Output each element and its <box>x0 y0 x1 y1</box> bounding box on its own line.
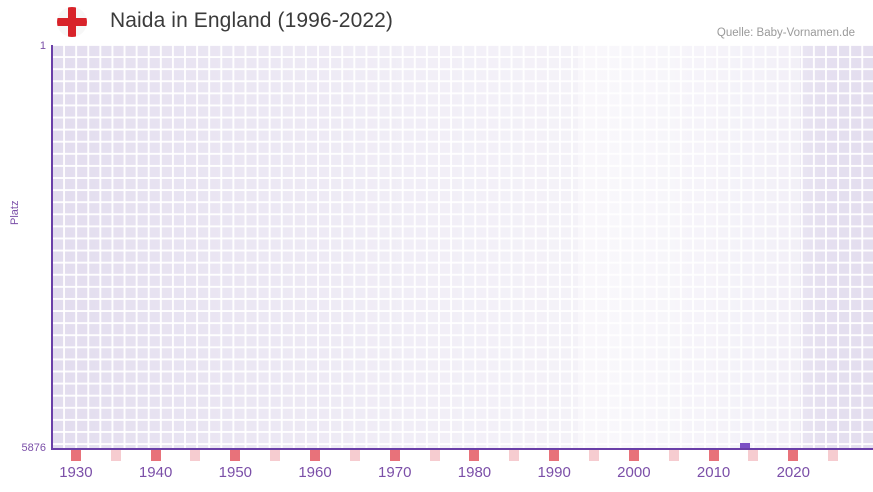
x-axis-tick-label: 1970 <box>378 464 412 481</box>
y-axis-line <box>51 45 53 450</box>
x-axis-tick-minor <box>748 450 759 461</box>
x-axis-tick-minor <box>509 450 520 461</box>
x-axis-tick-label: 1980 <box>457 464 492 481</box>
x-axis-tick-major <box>628 450 639 461</box>
x-axis-tick-major <box>708 450 719 461</box>
x-axis-tick-minor <box>190 450 201 461</box>
x-axis-tick-label: 1940 <box>138 464 173 481</box>
x-axis-tick-label: 1950 <box>218 464 253 481</box>
england-flag-icon <box>57 7 87 37</box>
x-axis-tick-label: 2000 <box>617 464 651 481</box>
y-axis-title: Platz <box>9 200 21 225</box>
x-axis-tick-minor <box>270 450 281 461</box>
y-axis-min-label: 5876 <box>21 442 46 454</box>
x-axis-tick-label: 1930 <box>59 464 93 481</box>
x-axis-tick-label: 2020 <box>776 464 810 481</box>
x-axis-tick-label: 2010 <box>696 464 731 481</box>
source-attribution: Quelle: Baby-Vornamen.de <box>716 27 855 39</box>
data-bar[interactable] <box>740 443 751 449</box>
x-axis-tick-major <box>469 450 480 461</box>
x-axis-tick-major <box>230 450 241 461</box>
x-axis-tick-label: 1990 <box>537 464 571 481</box>
x-axis-tick-major <box>788 450 799 461</box>
x-axis-tick-minor <box>828 450 839 461</box>
x-axis-tick-minor <box>349 450 360 461</box>
x-axis-tick-minor <box>668 450 679 461</box>
x-axis-tick-minor <box>429 450 440 461</box>
grid-pattern <box>52 45 873 449</box>
x-axis-tick-minor <box>589 450 600 461</box>
x-axis-line <box>51 448 873 450</box>
plot-area <box>52 45 873 449</box>
flag-cross-vertical <box>68 7 76 37</box>
y-axis-max-label: 1 <box>39 40 46 52</box>
chart-title: Naida in England (1996-2022) <box>110 9 393 32</box>
x-axis-tick-label: 1960 <box>298 464 332 481</box>
x-axis-tick-major <box>389 450 400 461</box>
x-axis-tick-minor <box>110 450 121 461</box>
chart-header: Naida in England (1996-2022) Quelle: Bab… <box>0 0 873 44</box>
x-axis-tick-major <box>549 450 560 461</box>
x-axis-tick-major <box>310 450 321 461</box>
x-axis-tick-major <box>150 450 161 461</box>
x-axis-tick-major <box>70 450 81 461</box>
